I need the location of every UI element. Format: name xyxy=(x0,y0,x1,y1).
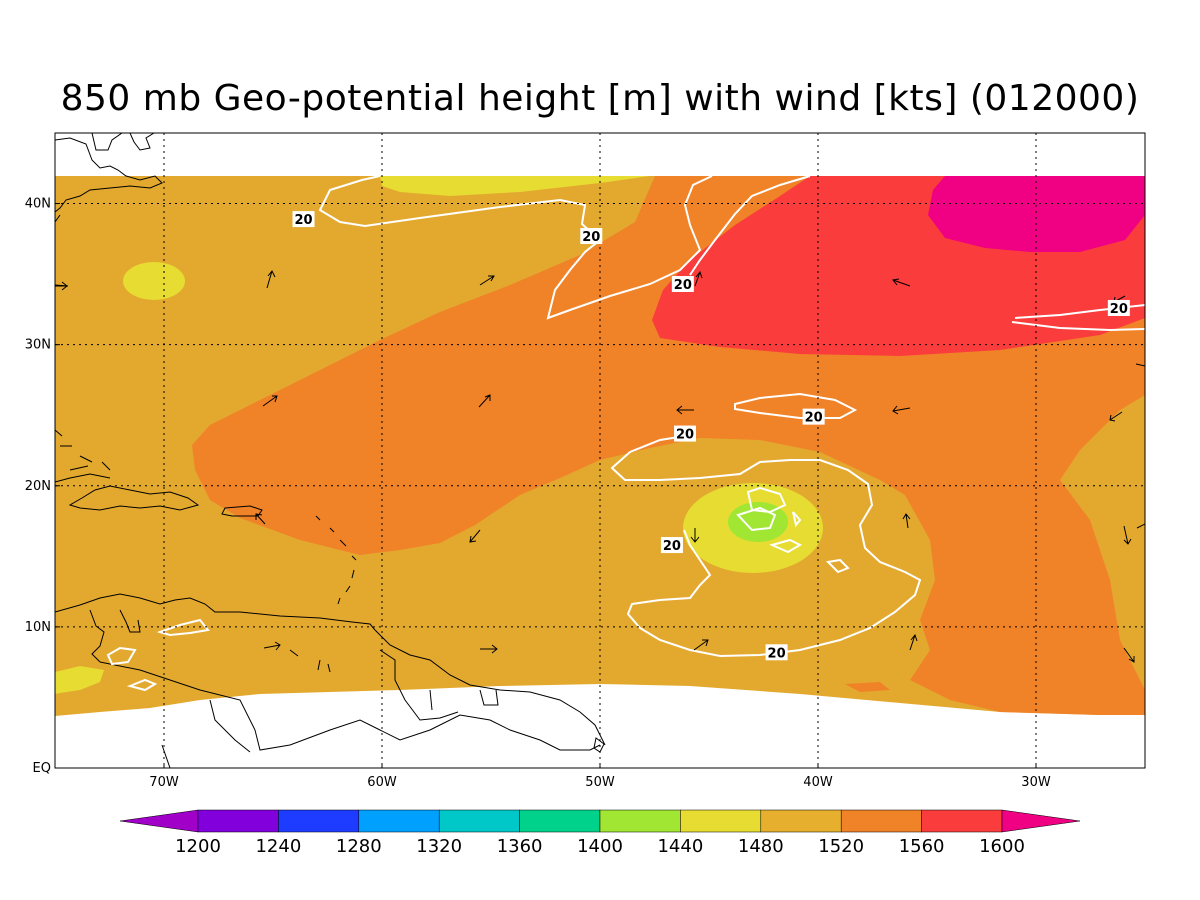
colorbar-segment-4 xyxy=(519,809,601,833)
lon-label-0: 70W xyxy=(149,775,179,790)
isotach-label-5: 20 xyxy=(676,428,694,443)
map-plot-area: 20 20 20 20 20 20 20 20 xyxy=(55,133,1145,768)
colorbar-segment-0 xyxy=(197,809,279,833)
chart-title: 850 mb Geo-potential height [m] with win… xyxy=(60,78,1140,119)
isotach-label-bg-6 xyxy=(660,537,683,554)
colorbar-high-extend xyxy=(1001,809,1081,833)
lat-label-1: 30N xyxy=(25,338,51,353)
wind-vectors xyxy=(55,270,1145,663)
height-fill-1560-south xyxy=(845,682,890,692)
colorbar-label-10: 1600 xyxy=(979,836,1025,857)
isotach-label-4: 20 xyxy=(805,411,823,426)
colorbar-label-9: 1560 xyxy=(899,836,945,857)
colorbar-segment-7 xyxy=(760,809,842,833)
colorbar-segment-3 xyxy=(438,809,520,833)
isotach-label-group: 20 20 20 20 20 20 20 20 xyxy=(292,211,1130,661)
isotach-label-bg-5 xyxy=(674,425,697,442)
lon-label-4: 30W xyxy=(1021,775,1051,790)
colorbar-segment-9 xyxy=(921,809,1003,833)
lon-label-2: 50W xyxy=(585,775,615,790)
colorbar-segment-5 xyxy=(599,809,681,833)
colorbar-segment-1 xyxy=(278,809,360,833)
colorbar-label-0: 1200 xyxy=(175,836,221,857)
isotach-label-bg-1 xyxy=(580,228,603,245)
height-fill-1480-north xyxy=(380,176,650,196)
height-fill-1480-west xyxy=(123,262,185,300)
colorbar-label-5: 1400 xyxy=(577,836,623,857)
lon-label-1: 60W xyxy=(367,775,397,790)
isotach-label-bg-2 xyxy=(671,275,694,292)
isotach-label-bg-0 xyxy=(292,211,315,228)
height-fill-1480-sw xyxy=(55,666,104,694)
longitude-labels: 70W 60W 50W 40W 30W xyxy=(149,763,1051,790)
height-fill-1440-low xyxy=(728,502,788,542)
isotach-label-6: 20 xyxy=(663,539,681,554)
gridlines xyxy=(55,133,1145,768)
isotach-label-7: 20 xyxy=(768,646,786,661)
lon-label-3: 40W xyxy=(803,775,833,790)
isotach-label-bg-7 xyxy=(765,644,788,661)
lat-label-3: 10N xyxy=(25,620,51,635)
isotach-label-2: 20 xyxy=(674,278,692,293)
latitude-labels: 40N 30N 20N 10N EQ xyxy=(25,197,60,776)
isotach-label-3: 20 xyxy=(1110,302,1128,317)
isotach-label-bg-4 xyxy=(802,408,825,425)
colorbar-label-3: 1320 xyxy=(416,836,462,857)
isotach-label-0: 20 xyxy=(294,213,312,228)
colorbar-label-4: 1360 xyxy=(497,836,543,857)
colorbar-label-7: 1480 xyxy=(738,836,784,857)
colorbar-label-1: 1240 xyxy=(255,836,301,857)
colorbar-segment-2 xyxy=(358,809,440,833)
colorbar-low-extend xyxy=(119,809,199,833)
isotach-label-1: 20 xyxy=(582,230,600,245)
lat-label-0: 40N xyxy=(25,197,51,212)
colorbar-segment-6 xyxy=(680,809,762,833)
wind-isotach-contours xyxy=(106,175,1145,692)
colorbar: 1200 1240 1280 1320 1360 1400 1440 1480 1520 1560… xyxy=(119,809,1081,857)
colorbar-label-8: 1520 xyxy=(818,836,864,857)
lat-label-4: EQ xyxy=(33,761,51,776)
colorbar-segment-8 xyxy=(840,809,922,833)
colorbar-label-2: 1280 xyxy=(336,836,382,857)
colorbar-label-6: 1440 xyxy=(657,836,703,857)
isotach-label-bg-3 xyxy=(1107,299,1130,316)
height-fill-gt1600 xyxy=(928,176,1145,252)
lat-label-2: 20N xyxy=(25,479,51,494)
